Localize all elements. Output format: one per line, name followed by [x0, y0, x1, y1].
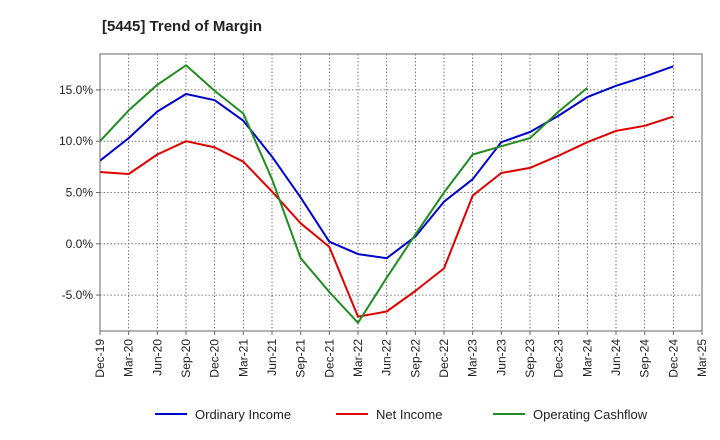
x-tick-label: Sep-24	[638, 339, 652, 378]
x-tick-label: Mar-22	[351, 339, 365, 377]
x-tick-label: Mar-24	[580, 339, 594, 377]
plot-frame	[99, 53, 703, 332]
x-tick-label: Dec-24	[666, 339, 680, 378]
x-tick-label: Dec-19	[93, 339, 107, 378]
legend-label-ordinary-income: Ordinary Income	[195, 407, 291, 422]
y-tick-label: 15.0%	[59, 83, 93, 97]
x-tick-label: Dec-23	[552, 339, 566, 378]
legend: Ordinary Income Net Income Operating Cashf…	[155, 407, 648, 422]
x-tick-label: Jun-21	[265, 339, 279, 376]
x-tick-label: Dec-20	[208, 339, 222, 378]
x-tick-label: Mar-25	[695, 339, 709, 377]
x-tick-label: Jun-24	[609, 339, 623, 376]
x-tick-label: Dec-21	[322, 339, 336, 378]
chart-title: [5445] Trend of Margin	[102, 18, 262, 35]
x-tick-label: Sep-23	[523, 339, 537, 378]
x-tick-label: Mar-23	[466, 339, 480, 377]
y-tick-label: 0.0%	[66, 237, 94, 251]
x-tick-label: Sep-22	[408, 339, 422, 378]
y-tick-label: 5.0%	[66, 186, 94, 200]
series-line-net-income	[99, 115, 674, 318]
x-tick-label: Jun-20	[150, 339, 164, 376]
x-tick-label: Jun-23	[494, 339, 508, 376]
x-tick-label: Dec-22	[437, 339, 451, 378]
x-tick-label: Mar-21	[236, 339, 250, 377]
x-tick-label: Sep-20	[179, 339, 193, 378]
x-tick-label: Sep-21	[294, 339, 308, 378]
x-tick-label: Jun-22	[380, 339, 394, 376]
x-tick-label: Mar-20	[122, 339, 136, 377]
legend-label-net-income: Net Income	[376, 407, 442, 422]
series-line-operating-cashflow	[99, 64, 588, 324]
series-line-ordinary-income	[99, 65, 674, 260]
axes: -5.0% 0.0% 5.0% 10.0% 15.0% Dec-19 Mar-20 Jun-2…	[59, 83, 709, 378]
series-lines	[99, 64, 674, 324]
y-tick-label: -5.0%	[62, 288, 94, 302]
y-tick-label: 10.0%	[59, 134, 93, 148]
legend-label-operating-cashflow: Operating Cashflow	[533, 407, 648, 422]
